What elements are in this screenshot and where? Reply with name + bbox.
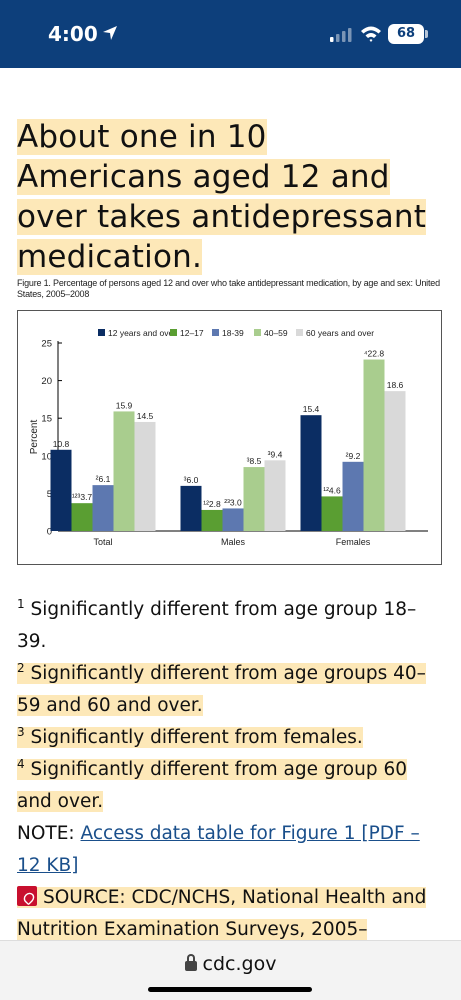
bar [201, 509, 223, 531]
wifi-icon [361, 26, 381, 42]
article-title: About one in 10 Americans aged 12 and ov… [17, 117, 437, 277]
bar-data-label: ²6.1 [96, 474, 111, 484]
battery-nub [425, 30, 428, 38]
footnote-3-text: Significantly different from females. [30, 727, 363, 748]
y-tick-label: 5 [47, 489, 52, 500]
location-arrow-icon [103, 26, 117, 40]
battery-icon: 68 [388, 24, 424, 44]
legend-label: 60 years and over [306, 328, 374, 338]
url-text: cdc.gov [202, 953, 277, 975]
footnote-2: 2 Significantly different from age group… [17, 658, 442, 722]
bar [342, 461, 364, 531]
footnote-4-number: 4 [17, 757, 25, 771]
legend-swatch [212, 329, 219, 336]
footnote-1: 1 Significantly different from age group… [17, 594, 442, 658]
legend-swatch [296, 329, 303, 336]
pdf-icon [17, 886, 37, 906]
footnote-1-text: Significantly different from age group 1… [17, 599, 417, 652]
bar-data-label: 15.9 [116, 400, 133, 410]
status-time: 4:00 [48, 22, 98, 46]
bar [71, 503, 93, 531]
home-indicator[interactable] [148, 987, 312, 992]
bar-data-label: ¹²4.6 [323, 485, 341, 495]
bar [113, 411, 135, 531]
bar-data-label: 10.8 [53, 439, 70, 449]
bar-data-label: ³6.0 [184, 475, 199, 485]
bar-data-label: ¹²³3.7 [72, 492, 93, 502]
bar [384, 391, 406, 531]
bar-data-label: ²9.2 [346, 451, 361, 461]
footnote-4-text: Significantly different from age group 6… [17, 759, 408, 812]
footnote-3: 3 Significantly different from females. [17, 722, 442, 754]
y-tick-label: 20 [41, 376, 52, 387]
y-axis-label: Percent [29, 420, 40, 455]
bar-data-label: ³9.4 [268, 449, 283, 459]
article-title-text: About one in 10 Americans aged 12 and ov… [17, 119, 427, 275]
bar-data-label: 14.5 [137, 411, 154, 421]
footnote-4: 4 Significantly different from age group… [17, 754, 442, 818]
footnotes: 1 Significantly different from age group… [17, 594, 442, 946]
legend-swatch [254, 329, 261, 336]
legend-label: 12–17 [180, 328, 204, 338]
bar [321, 496, 343, 531]
browser-bottom-bar: cdc.gov [0, 940, 461, 1000]
bar-chart: 0 5 10 15 20 25 Percent 12 years and over 12–17 1… [29, 328, 428, 547]
cellular-signal-icon [330, 28, 352, 42]
legend-label: 12 years and over [108, 328, 176, 338]
data-table-link[interactable]: Access data table for Figure 1 [PDF – 12… [17, 823, 420, 876]
address-bar[interactable]: cdc.gov [0, 953, 461, 975]
source-text: SOURCE: CDC/NCHS, National Health and Nu… [17, 887, 427, 940]
y-tick-label: 10 [41, 451, 52, 462]
bar [92, 485, 114, 531]
figure-caption: Figure 1. Percentage of persons aged 12 … [17, 278, 440, 299]
x-category-label: Females [336, 537, 371, 547]
bar [363, 359, 385, 531]
footnote-2-text: Significantly different from age groups … [17, 663, 426, 716]
y-tick-label: 15 [41, 414, 52, 425]
bar [264, 460, 286, 531]
bar-data-label: 15.4 [303, 404, 320, 414]
bar-data-label: 18.6 [387, 380, 404, 390]
bar [243, 467, 265, 531]
legend-swatch [170, 329, 177, 336]
footnote-3-number: 3 [17, 725, 25, 739]
status-bar: 4:00 68 [0, 0, 461, 68]
y-tick-label: 25 [41, 339, 52, 350]
legend-swatch [98, 329, 105, 336]
bar [222, 508, 244, 531]
y-tick-label: 0 [47, 527, 52, 538]
source: SOURCE: CDC/NCHS, National Health and Nu… [17, 882, 442, 946]
bar-data-label: ¹²2.8 [203, 499, 221, 509]
chart-frame: 0 5 10 15 20 25 Percent 12 years and over 12–17 1… [17, 310, 442, 565]
bar [50, 449, 72, 531]
bar-data-label: ²³3.0 [224, 497, 242, 507]
bar-data-label: ³8.5 [247, 456, 262, 466]
bar [300, 415, 322, 531]
bar-data-label: ⁴22.8 [364, 349, 384, 359]
bar [180, 485, 202, 531]
lock-icon [184, 954, 197, 971]
legend-label: 18-39 [222, 328, 244, 338]
note: NOTE: Access data table for Figure 1 [PD… [17, 818, 442, 882]
footnote-2-number: 2 [17, 661, 25, 675]
x-category-label: Males [221, 537, 246, 547]
footnote-1-number: 1 [17, 597, 25, 611]
legend-label: 40–59 [264, 328, 288, 338]
bar [134, 421, 156, 531]
x-category-label: Total [93, 537, 112, 547]
note-label: NOTE: [17, 823, 81, 844]
